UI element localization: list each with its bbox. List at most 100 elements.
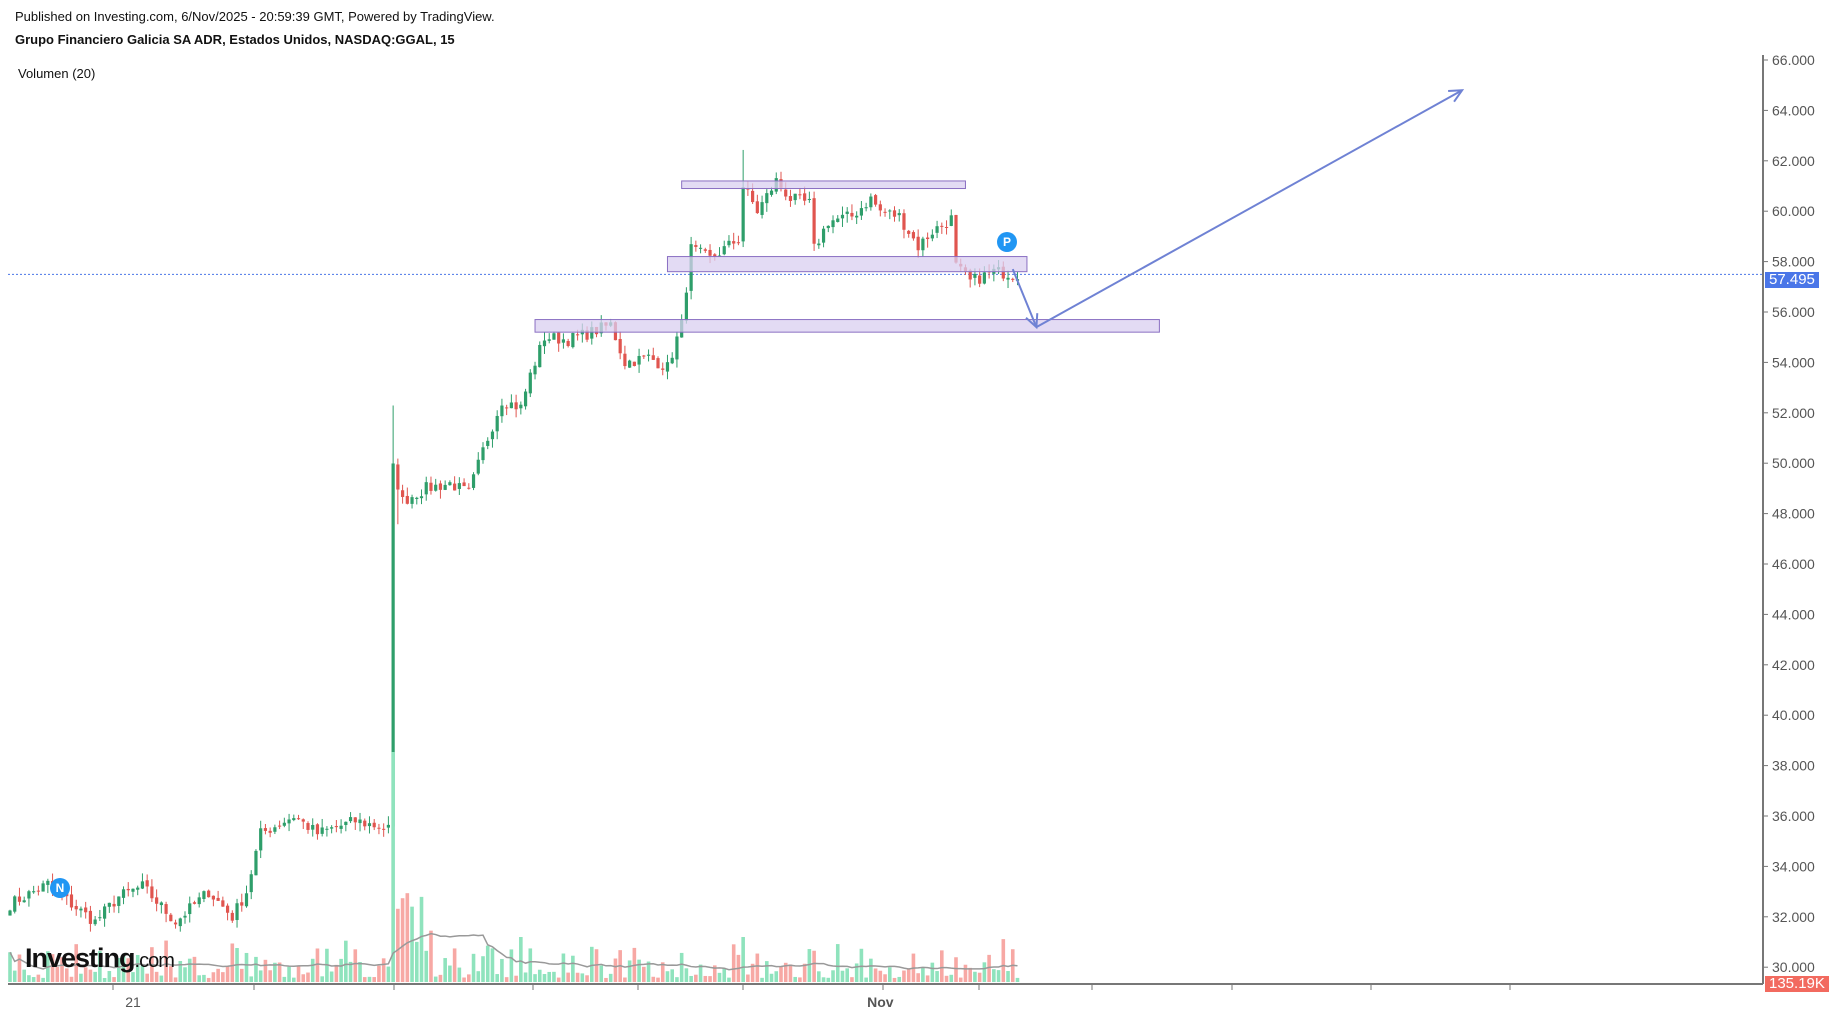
candle-body [646, 354, 651, 356]
volume-ma-line [9, 932, 1018, 971]
y-tick-label: 44.000 [1772, 606, 1815, 622]
candle-body [117, 896, 121, 906]
candle-body [845, 211, 849, 214]
volume-bar [8, 952, 12, 982]
volume-bar [405, 893, 410, 982]
candle-body [273, 827, 277, 832]
volume-bar [490, 948, 495, 982]
volume-bar [410, 906, 414, 982]
candle-body [873, 195, 878, 205]
volume-bar [921, 966, 925, 982]
candle-body [131, 888, 135, 892]
volume-bar [79, 973, 83, 982]
candle-body [736, 242, 741, 244]
volume-bar [69, 976, 74, 982]
candle-body [136, 887, 140, 890]
y-tick-label: 30.000 [1772, 959, 1815, 975]
candle-body [183, 915, 187, 918]
volume-bar [623, 977, 627, 982]
volume-bar [958, 977, 963, 982]
volume-bar [140, 965, 145, 982]
volume-bar [585, 975, 589, 982]
volume-bar [244, 952, 249, 982]
candle-body [192, 902, 197, 904]
volume-bar [892, 977, 897, 982]
volume-bar [400, 898, 405, 982]
candle-body [348, 817, 353, 822]
candle-body [325, 828, 329, 830]
volume-bar [887, 967, 892, 982]
candle-body [509, 402, 513, 409]
candle-body [410, 497, 414, 504]
volume-bar [154, 971, 159, 982]
volume-bar [878, 970, 883, 982]
news-marker[interactable]: N [50, 878, 70, 898]
candle-body [358, 819, 362, 824]
candle-body [367, 823, 372, 827]
candle-body [126, 888, 130, 891]
x-tick-label: 21 [125, 994, 141, 1010]
support-resistance-zone [534, 319, 1160, 333]
candle-body [765, 193, 769, 204]
candle-body [661, 368, 665, 370]
candle-body [717, 255, 722, 257]
volume-bar [164, 940, 168, 982]
volume-bar [414, 941, 419, 982]
volume-bar [225, 966, 230, 982]
volume-bar [604, 977, 608, 982]
volume-bar [296, 966, 301, 982]
candle-body [547, 339, 551, 341]
volume-bar [902, 970, 906, 982]
volume-bar [107, 971, 112, 982]
volume-bar [239, 968, 244, 982]
candle-body [803, 193, 807, 201]
candle-body [566, 341, 570, 346]
candle-body [46, 880, 50, 885]
candle-body [178, 918, 182, 927]
p-marker[interactable]: P [997, 232, 1017, 252]
candle-body [301, 819, 305, 822]
volume-bar [982, 962, 987, 982]
volume-bar [883, 974, 887, 982]
volume-bar [31, 977, 36, 982]
volume-bar [249, 976, 254, 982]
candle-body [311, 824, 315, 830]
volume-bar [112, 977, 116, 982]
volume-bar [547, 971, 552, 982]
candle-body [618, 338, 622, 354]
volume-bar [187, 958, 192, 982]
candle-body [17, 896, 22, 902]
volume-bar [36, 974, 41, 982]
projection-arrow-line [1011, 268, 1038, 328]
volume-bar [476, 971, 481, 982]
candle-body [892, 210, 897, 217]
x-tick-label: Nov [867, 994, 894, 1010]
candle-body [386, 824, 390, 828]
volume-bar [523, 972, 528, 982]
candle-body [221, 900, 225, 907]
volume-indicator-label[interactable]: Volumen (20) [18, 66, 96, 81]
y-tick-label: 40.000 [1772, 707, 1815, 723]
candle-body [471, 474, 476, 488]
candle-body [642, 355, 646, 357]
candle-body [628, 360, 632, 368]
candle-body [320, 827, 324, 834]
candle-body [98, 917, 102, 919]
volume-bar [679, 952, 684, 982]
volume-bar [660, 962, 665, 982]
volume-bar [845, 968, 850, 982]
candle-body [982, 272, 986, 284]
candle-body [202, 891, 206, 899]
volume-bar [873, 968, 878, 982]
volume-bar [372, 977, 377, 982]
candle-body [207, 890, 211, 898]
volume-bar [329, 971, 334, 982]
volume-bar [145, 973, 149, 982]
candle-body [812, 198, 816, 244]
volume-bar [817, 971, 821, 982]
volume-bar [485, 945, 490, 982]
volume-bar [391, 752, 395, 982]
investing-logo: Investing.com [25, 943, 175, 974]
volume-bar [642, 966, 646, 982]
